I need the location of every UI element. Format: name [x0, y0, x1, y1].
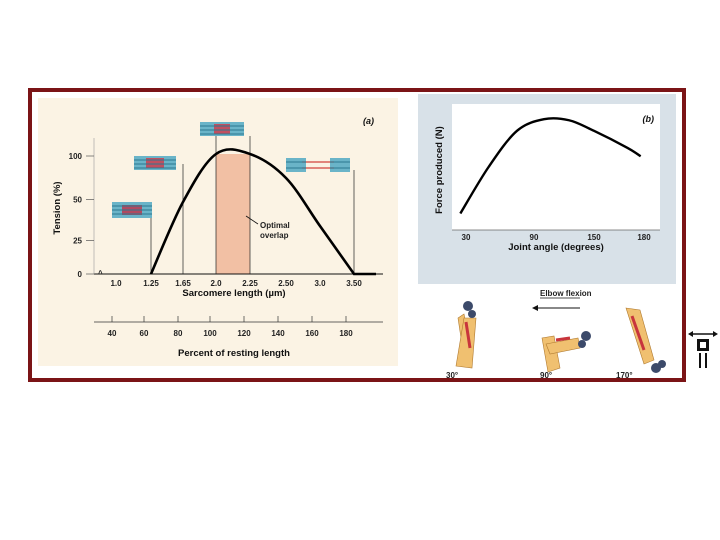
- secondary-x-tick-label: 40: [108, 329, 117, 338]
- x-tick-label: 2.25: [242, 279, 258, 288]
- presentation-nav-icon[interactable]: [688, 330, 718, 370]
- x-tick-labels: 1.0 1.25 1.65 2.0 2.25 2.50 3.0 3.50: [110, 279, 362, 288]
- panel-b-x-tick-label: 90: [530, 233, 539, 242]
- panel-b-x-tick-label: 180: [637, 233, 651, 242]
- y-tick-labels: 100 50 25 0: [69, 152, 83, 279]
- y-tick-label: 0: [78, 270, 83, 279]
- angle-label-30: 30°: [446, 371, 458, 380]
- dumbbell-icon: [463, 301, 473, 311]
- x-tick-label: 3.0: [314, 279, 326, 288]
- panel-b-label: (b): [643, 114, 655, 124]
- y-tick-label: 25: [73, 236, 82, 245]
- angle-label-170: 170°: [616, 371, 633, 380]
- arm-90-degrees: [541, 331, 591, 373]
- panel-b-x-tick-label: 150: [587, 233, 601, 242]
- force-curve: [459, 117, 642, 215]
- panel-b-x-tick-labels: 30 90 150 180: [462, 233, 652, 242]
- secondary-x-tick-label: 120: [237, 329, 251, 338]
- y-tick-label: 100: [69, 152, 83, 161]
- x-tick-label: 2.50: [278, 279, 294, 288]
- panel-a-label: (a): [363, 116, 374, 126]
- secondary-x-tick-label: 160: [305, 329, 319, 338]
- panel-b-chart: 30 90 150 180 (b) Force produced (N) Joint …: [434, 104, 660, 253]
- x-tick-label: 1.65: [175, 279, 191, 288]
- arm-170-degrees: [625, 307, 666, 373]
- secondary-x-tick-labels: 40 60 80 100 120 140 160 180: [108, 316, 353, 338]
- secondary-x-tick-label: 80: [174, 329, 183, 338]
- tension-data-points: [151, 154, 354, 274]
- panel-b-plot-area: [452, 104, 660, 230]
- x-tick-label: 2.0: [210, 279, 222, 288]
- secondary-x-tick-label: 140: [271, 329, 285, 338]
- elbow-flexion-title: Elbow flexion: [540, 289, 592, 298]
- panel-a-y-axis-label: Tension (%): [52, 181, 63, 234]
- tension-curve: [149, 148, 376, 276]
- panel-a-chart: 100 50 25 0 1.0 1.25 1.65 2.0 2.25 2.50 3.0 3.50 4…: [52, 116, 383, 359]
- length-markers: [150, 134, 355, 274]
- annotation-pointer: [245, 215, 259, 225]
- flexion-arrowhead: [532, 305, 538, 311]
- sarcomere-diagram-short: [112, 202, 152, 218]
- sarcomere-diagram-stretched: [286, 158, 350, 172]
- panel-b-x-axis-label: Joint angle (degrees): [508, 242, 604, 253]
- figure-frame: 100 50 25 0 1.0 1.25 1.65 2.0 2.25 2.50 3.0 3.50 4…: [28, 88, 686, 382]
- panel-b-x-tick-label: 30: [462, 233, 471, 242]
- secondary-x-tick-label: 100: [203, 329, 217, 338]
- optimal-overlap-band: [216, 154, 250, 274]
- secondary-x-tick-label: 60: [140, 329, 149, 338]
- panel-b-y-axis-label: Force produced (N): [434, 126, 445, 214]
- panel-a-secondary-x-axis-label: Percent of resting length: [178, 348, 290, 359]
- axis-break-mark: ^: [98, 269, 103, 278]
- panel-a-x-axis-label: Sarcomere length (µm): [182, 288, 285, 299]
- sarcomere-diagram-medium: [134, 156, 176, 170]
- x-tick-label: 1.25: [143, 279, 159, 288]
- y-guides: [86, 155, 94, 275]
- secondary-x-tick-label: 180: [339, 329, 353, 338]
- angle-label-90: 90°: [540, 371, 552, 380]
- panel-b: 30 90 150 180 (b) Force produced (N) Joint …: [418, 94, 676, 284]
- sarcomere-diagram-optimal: [200, 122, 244, 136]
- elbow-flexion-illustration: Elbow flexion 30° 90° 170°: [446, 289, 666, 380]
- x-tick-label: 3.50: [346, 279, 362, 288]
- optimal-overlap-annotation-line1: Optimal: [260, 221, 290, 230]
- dumbbell-icon: [581, 331, 591, 341]
- panel-a: 100 50 25 0 1.0 1.25 1.65 2.0 2.25 2.50 3.0 3.50 4…: [38, 98, 398, 366]
- optimal-overlap-annotation-line2: overlap: [260, 231, 289, 240]
- arm-30-degrees: [455, 301, 477, 369]
- y-tick-label: 50: [73, 196, 82, 205]
- x-tick-label: 1.0: [110, 279, 122, 288]
